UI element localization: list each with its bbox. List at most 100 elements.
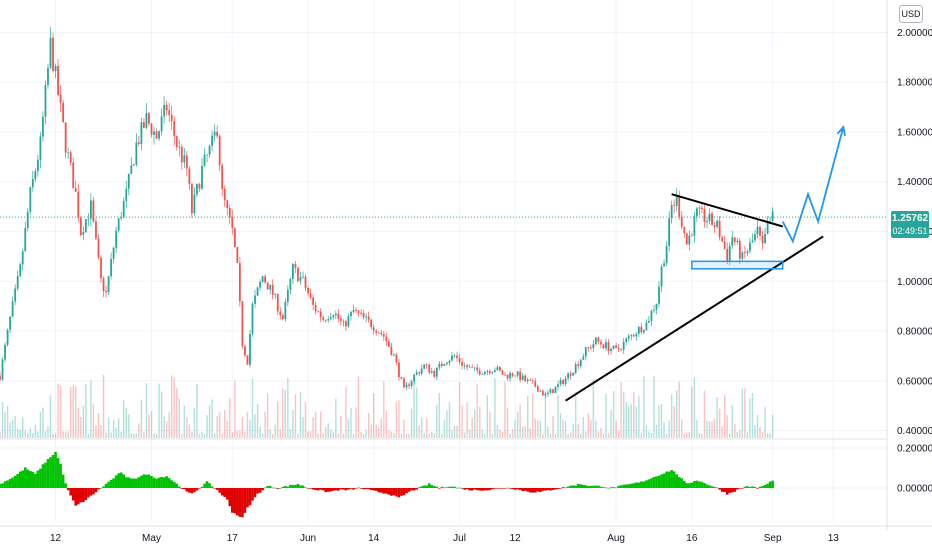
volume-bar — [57, 383, 59, 438]
candle-body — [685, 233, 688, 245]
volume-bar — [673, 406, 675, 438]
volume-bar — [357, 376, 360, 438]
oscillator-bar — [483, 488, 487, 491]
candle — [448, 359, 451, 366]
candle-body — [370, 319, 373, 328]
oscillator-bar — [617, 485, 620, 488]
candle-body — [759, 226, 761, 236]
candle — [274, 293, 277, 299]
candle — [655, 303, 658, 315]
candle — [496, 364, 499, 371]
oscillator-bar — [407, 488, 411, 492]
oscillator-bar — [528, 488, 532, 493]
ascending-support-trendline — [565, 235, 824, 402]
candle — [362, 309, 365, 320]
candle — [600, 338, 602, 349]
candle-body — [496, 367, 499, 371]
candle — [403, 376, 405, 389]
volume-bar — [145, 383, 148, 438]
candle — [642, 329, 645, 335]
volume-bar — [766, 433, 769, 438]
candle — [595, 337, 597, 346]
oscillator-bar — [289, 484, 292, 488]
candle — [521, 372, 524, 381]
candle — [592, 339, 595, 352]
candle-body — [120, 217, 123, 219]
oscillator-bar — [748, 487, 752, 488]
oscillator-bar — [339, 488, 343, 490]
volume-bar — [519, 404, 521, 438]
candle — [365, 313, 368, 323]
candle-body — [150, 123, 153, 135]
oscillator-bar — [0, 483, 2, 488]
oscillator-bar — [607, 487, 610, 489]
candle-body — [137, 142, 140, 145]
candle-body — [332, 315, 335, 318]
volume-bar — [542, 433, 544, 438]
volume-bar — [140, 399, 143, 438]
oscillator-bar — [576, 483, 580, 488]
candle-body — [322, 317, 325, 320]
volume-bar — [110, 432, 112, 438]
candle-body — [334, 313, 337, 316]
volume-bar — [554, 433, 557, 438]
candle-body — [499, 367, 501, 371]
time-tick-label: May — [142, 533, 161, 544]
oscillator-bar — [450, 486, 454, 488]
candlesticks[interactable] — [0, 26, 774, 399]
candle — [380, 329, 383, 337]
volume-bar — [708, 420, 711, 438]
volume-bar — [221, 433, 223, 438]
volume-bar — [590, 419, 592, 438]
oscillator-bar — [566, 486, 570, 488]
volume-bar — [587, 412, 590, 438]
candle — [398, 358, 400, 381]
volume-bar — [229, 398, 231, 438]
candle-body — [360, 312, 362, 314]
candle-body — [125, 188, 128, 201]
volume-bar — [385, 410, 388, 438]
candle-body — [188, 168, 191, 185]
candle — [110, 252, 112, 280]
candle — [390, 342, 393, 356]
candle — [345, 319, 347, 331]
oscillator-bar — [294, 484, 297, 488]
oscillator-bar — [364, 488, 368, 490]
volume-bar — [529, 428, 531, 438]
candle — [332, 314, 335, 320]
oscillator-bar — [349, 488, 353, 489]
oscillator-bar — [478, 488, 482, 491]
oscillator-bar — [660, 474, 663, 488]
oscillator-bar — [655, 476, 658, 488]
candle — [357, 310, 360, 317]
volume-bar — [638, 396, 640, 438]
drawings[interactable] — [565, 124, 846, 402]
candle-body — [145, 113, 148, 128]
oscillator-bar — [193, 488, 196, 493]
volume-bar — [153, 433, 155, 438]
volume-bar — [241, 417, 244, 438]
candle — [322, 315, 325, 322]
candle-body — [249, 333, 251, 365]
candle-body — [122, 200, 125, 218]
candle — [743, 245, 746, 259]
currency-button[interactable]: USD — [899, 5, 923, 23]
volume-bar — [350, 408, 352, 438]
candle — [564, 375, 567, 387]
candle-body — [468, 366, 471, 368]
volume-bar — [453, 425, 456, 438]
price-tick-label: 1.40000 — [897, 177, 932, 188]
oscillator-bar — [284, 485, 287, 488]
candle — [615, 342, 617, 349]
volume-bar — [365, 429, 367, 438]
time-tick-label: 17 — [227, 533, 239, 544]
candle-body — [463, 365, 466, 367]
oscillator-bar — [632, 483, 636, 488]
volume-bar — [676, 390, 678, 438]
oscillator-bar — [392, 488, 396, 496]
volume-bar — [226, 420, 228, 438]
volume-bar — [90, 379, 92, 438]
oscillator-bar — [395, 488, 398, 497]
